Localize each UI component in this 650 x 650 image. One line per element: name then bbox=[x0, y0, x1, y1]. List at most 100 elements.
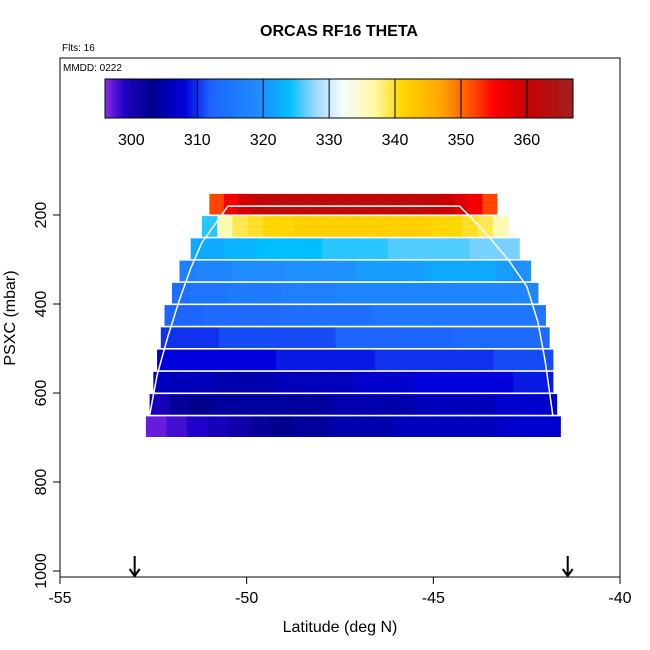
heatmap-cell-10-4 bbox=[228, 416, 251, 437]
heatmap-cell-0-15 bbox=[424, 193, 440, 215]
heatmap-cell-7-17 bbox=[493, 349, 514, 371]
heatmap-cell-0-8 bbox=[324, 193, 340, 215]
heatmap-cell-5-12 bbox=[393, 305, 413, 326]
x-axis: -55 -50 -45 -40 bbox=[48, 577, 632, 607]
heatmap-cell-10-18 bbox=[518, 416, 541, 437]
heatmap-cell-8-15 bbox=[452, 371, 474, 393]
heatmap-cell-8-12 bbox=[393, 371, 414, 393]
y-axis: 200 400 600 800 1000 bbox=[33, 202, 60, 589]
heatmap-cell-4-9 bbox=[336, 282, 356, 304]
heatmap-cell-4-16 bbox=[464, 282, 484, 304]
colorbar-tick-label-350: 350 bbox=[448, 132, 475, 149]
heatmap-cell-2-18 bbox=[486, 238, 504, 259]
heatmap-cell-7-11 bbox=[374, 349, 396, 371]
heatmap-cell-7-16 bbox=[473, 349, 495, 371]
heatmap-cell-5-7 bbox=[297, 305, 318, 326]
heatmap-cell-8-1 bbox=[173, 371, 194, 393]
heatmap-cell-9-6 bbox=[271, 394, 293, 415]
heatmap-cell-6-19 bbox=[529, 327, 550, 348]
heatmap-cell-4-4 bbox=[245, 282, 265, 304]
heatmap-cell-8-11 bbox=[373, 371, 394, 393]
heatmap-cell-4-12 bbox=[391, 282, 411, 304]
heatmap-cell-9-0 bbox=[149, 394, 171, 415]
heatmap-cell-8-0 bbox=[153, 371, 174, 393]
heatmap-cell-0-7 bbox=[309, 193, 325, 215]
heatmap-cell-10-17 bbox=[498, 416, 520, 437]
heatmap-cell-6-4 bbox=[238, 327, 259, 348]
heatmap-cell-2-19 bbox=[502, 238, 520, 259]
heatmap-cell-7-7 bbox=[295, 349, 316, 371]
heatmap-cell-6-14 bbox=[432, 327, 453, 348]
heatmap-cell-1-15 bbox=[431, 216, 448, 237]
heatmap-cell-0-13 bbox=[396, 193, 412, 215]
heatmap-cell-2-3 bbox=[239, 238, 257, 259]
heatmap-cell-5-10 bbox=[354, 305, 375, 326]
heatmap-cell-3-18 bbox=[495, 260, 514, 282]
heatmap-cells bbox=[145, 193, 561, 437]
heatmap-cell-6-2 bbox=[199, 327, 220, 348]
heatmap-cell-5-13 bbox=[412, 305, 432, 326]
heatmap-cell-10-7 bbox=[290, 416, 313, 437]
x-tick-label--50: -50 bbox=[235, 590, 258, 607]
heatmap-cell-5-16 bbox=[469, 305, 489, 326]
heatmap-cell-1-10 bbox=[354, 216, 371, 237]
heatmap-cell-7-9 bbox=[335, 349, 356, 371]
y-tick-label-200: 200 bbox=[33, 202, 50, 229]
heatmap-cell-8-6 bbox=[273, 371, 294, 393]
heatmap-cell-6-9 bbox=[335, 327, 356, 348]
heatmap-cell-4-17 bbox=[482, 282, 502, 304]
heatmap-cell-10-10 bbox=[353, 416, 375, 437]
heatmap-cell-0-6 bbox=[295, 193, 311, 215]
heatmap-cell-7-10 bbox=[354, 349, 376, 371]
heatmap-cell-9-15 bbox=[454, 394, 476, 415]
heatmap-cell-2-2 bbox=[223, 238, 241, 259]
heatmap-cell-4-3 bbox=[226, 282, 246, 304]
heatmap-cell-9-1 bbox=[169, 394, 191, 415]
heatmap-cell-7-18 bbox=[513, 349, 534, 371]
heatmap-cell-3-15 bbox=[442, 260, 461, 282]
heatmap-cell-3-5 bbox=[267, 260, 286, 282]
heatmap-cell-3-0 bbox=[179, 260, 198, 282]
heatmap-cell-0-2 bbox=[238, 193, 254, 215]
date-note: MMDD: 0222 bbox=[63, 63, 122, 74]
heatmap-cell-5-3 bbox=[221, 305, 242, 326]
heatmap-cell-7-6 bbox=[275, 349, 297, 371]
heatmap-cell-0-10 bbox=[353, 193, 369, 215]
heatmap-cell-10-15 bbox=[456, 416, 478, 437]
heatmap-cell-5-5 bbox=[259, 305, 280, 326]
heatmap-cell-4-2 bbox=[208, 282, 228, 304]
heatmap-cell-0-9 bbox=[338, 193, 354, 215]
heatmap-cell-10-8 bbox=[311, 416, 333, 437]
heatmap-cell-8-14 bbox=[432, 371, 454, 393]
heatmap-cell-3-3 bbox=[232, 260, 251, 282]
heatmap-cell-8-16 bbox=[472, 371, 494, 393]
heatmap-cell-1-14 bbox=[416, 216, 433, 237]
heatmap-cell-10-11 bbox=[373, 416, 396, 437]
heatmap-cell-2-7 bbox=[305, 238, 323, 259]
chart-title: ORCAS RF16 THETA bbox=[260, 23, 418, 40]
heatmap-cell-6-1 bbox=[180, 327, 201, 348]
heatmap-cell-4-15 bbox=[446, 282, 466, 304]
heatmap-cell-3-4 bbox=[249, 260, 268, 282]
x-axis-label: Latitude (deg N) bbox=[283, 619, 398, 636]
heatmap-cell-3-12 bbox=[390, 260, 409, 282]
heatmap-cell-9-10 bbox=[353, 394, 375, 415]
heatmap-cell-1-5 bbox=[278, 216, 295, 237]
heatmap-cell-2-1 bbox=[207, 238, 225, 259]
colorbar bbox=[104, 78, 574, 119]
heatmap-cell-8-18 bbox=[512, 371, 534, 393]
heatmap-cell-3-2 bbox=[214, 260, 233, 282]
heatmap-cell-1-17 bbox=[462, 216, 478, 237]
heatmap-cell-7-8 bbox=[315, 349, 336, 371]
heatmap-cell-1-13 bbox=[400, 216, 417, 237]
heatmap-cell-6-0 bbox=[160, 327, 181, 348]
y-tick-label-800: 800 bbox=[33, 469, 50, 496]
colorbar-tick-label-360: 360 bbox=[514, 132, 541, 149]
heatmap-cell-7-12 bbox=[394, 349, 415, 371]
colorbar-tick-label-330: 330 bbox=[316, 132, 343, 149]
heatmap-cell-4-18 bbox=[501, 282, 521, 304]
heatmap-cell-5-4 bbox=[240, 305, 261, 326]
heatmap-cell-8-19 bbox=[532, 371, 554, 393]
heatmap-cell-4-5 bbox=[263, 282, 283, 304]
